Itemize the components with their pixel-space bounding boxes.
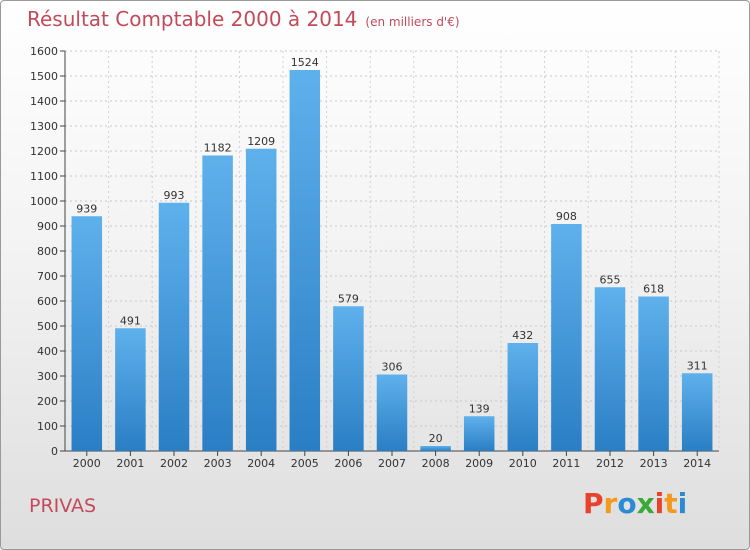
data-label: 579	[338, 292, 359, 305]
bar-2011	[551, 224, 582, 451]
data-label: 432	[512, 329, 533, 342]
data-label: 139	[469, 402, 490, 415]
bar-2000	[71, 216, 103, 451]
x-tick-label: 2009	[465, 457, 493, 470]
x-tick-label: 2012	[596, 457, 624, 470]
y-tick-label: 1300	[30, 120, 58, 133]
bar-2007	[376, 374, 408, 451]
bar-2014	[681, 373, 713, 451]
data-label: 618	[643, 283, 664, 296]
y-tick-label: 200	[37, 395, 58, 408]
y-tick-label: 100	[37, 420, 58, 433]
bar-2013	[638, 296, 669, 451]
data-label: 1182	[204, 142, 232, 155]
x-tick-label: 2013	[640, 457, 668, 470]
data-label: 1209	[247, 135, 275, 148]
x-tick-label: 2001	[116, 457, 144, 470]
x-tick-label: 2005	[291, 457, 319, 470]
y-tick-label: 600	[37, 295, 58, 308]
logo-letter: r	[603, 487, 618, 520]
bar-2006	[333, 306, 364, 451]
bar-2003	[202, 155, 233, 451]
bar-2005	[289, 70, 321, 451]
logo-letter: P	[583, 487, 604, 520]
data-label: 993	[164, 189, 185, 202]
y-tick-label: 1000	[30, 195, 58, 208]
y-tick-label: 700	[37, 270, 58, 283]
logo-letter: i	[654, 487, 665, 520]
x-tick-label: 2014	[683, 457, 711, 470]
data-label: 939	[76, 202, 97, 215]
labels: 0 100 200 300 400 500 600 700 800 900 1000 1100 1200…	[30, 45, 711, 470]
bars	[71, 70, 713, 451]
x-tick-label: 2006	[334, 457, 362, 470]
bar-2004	[245, 148, 277, 451]
y-tick-label: 1400	[30, 95, 58, 108]
bar-2012	[594, 287, 626, 451]
x-tick-label: 2010	[509, 457, 537, 470]
data-label: 491	[120, 314, 141, 327]
data-label: 20	[429, 432, 443, 445]
bar-2001	[115, 328, 146, 451]
y-tick-label: 900	[37, 220, 58, 233]
bar-2010	[507, 343, 539, 451]
y-tick-label: 1500	[30, 70, 58, 83]
y-tick-label: 800	[37, 245, 58, 258]
chart-unit: (en milliers d'€)	[365, 15, 460, 29]
y-tick-label: 300	[37, 370, 58, 383]
y-tick-label: 1100	[30, 170, 58, 183]
x-tick-label: 2002	[160, 457, 188, 470]
logo-letter: t	[664, 487, 678, 520]
logo-letter: x	[636, 487, 655, 520]
data-label: 908	[556, 210, 577, 223]
x-tick-label: 2008	[422, 457, 450, 470]
city-name: PRIVAS	[29, 495, 97, 517]
y-tick-label: 400	[37, 345, 58, 358]
bar-2002	[158, 202, 190, 451]
chart-title: Résultat Comptable 2000 à 2014 (en millie…	[27, 7, 460, 31]
bar-2009	[463, 416, 495, 451]
logo-letter: o	[617, 487, 637, 520]
data-label: 1524	[291, 56, 319, 69]
x-tick-label: 2011	[552, 457, 580, 470]
y-tick-label: 1200	[30, 145, 58, 158]
data-label: 306	[382, 361, 403, 374]
x-tick-label: 2004	[247, 457, 275, 470]
y-tick-label: 0	[51, 445, 58, 458]
y-tick-label: 1600	[30, 45, 58, 58]
proxiti-logo[interactable]: Proxiti	[583, 487, 687, 520]
y-tick-label: 500	[37, 320, 58, 333]
x-tick-label: 2000	[73, 457, 101, 470]
chart-title-text: Résultat Comptable 2000 à 2014	[27, 7, 358, 31]
x-tick-label: 2007	[378, 457, 406, 470]
bar-2008	[420, 446, 451, 451]
logo-letter: i	[677, 487, 688, 520]
x-tick-label: 2003	[204, 457, 232, 470]
data-label: 311	[687, 359, 708, 372]
data-label: 655	[600, 273, 621, 286]
